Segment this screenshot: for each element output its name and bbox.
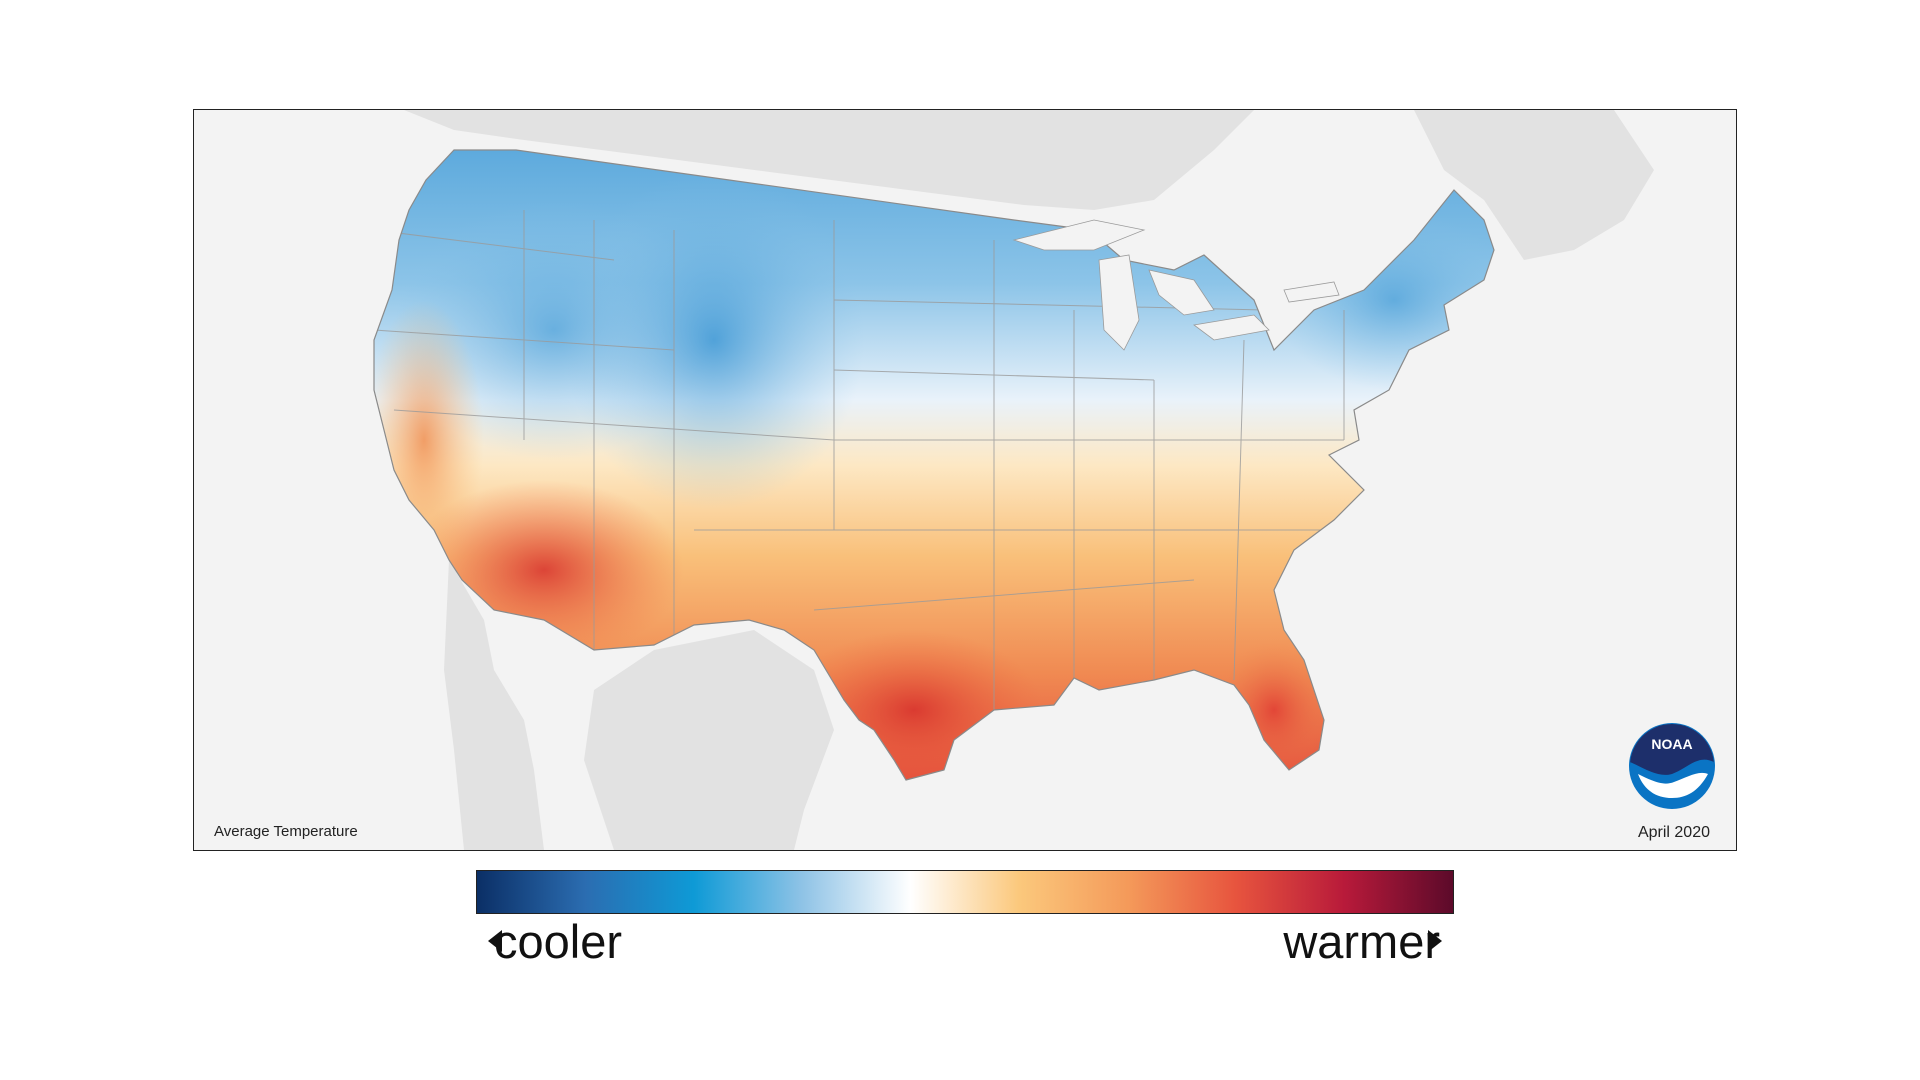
temperature-colorbar [476, 870, 1454, 914]
temperature-field [374, 150, 1494, 780]
noaa-logo: NOAA [1629, 723, 1715, 809]
arrow-left-icon [488, 930, 502, 952]
legend-warmer-label: warmer [1283, 915, 1440, 968]
map-caption: Average Temperature [214, 823, 358, 840]
surrounding-land [404, 110, 1654, 850]
map-panel: NOAA Average Temperature April 2020 [193, 109, 1737, 851]
temperature-map [373, 110, 1654, 850]
arrow-right-icon [1428, 930, 1442, 952]
great-lakes [1012, 219, 1340, 351]
noaa-logo-text: NOAA [1651, 736, 1692, 752]
state-borders [374, 210, 1345, 710]
legend-cooler-label: cooler [494, 915, 623, 968]
map-date: April 2020 [1637, 824, 1710, 841]
